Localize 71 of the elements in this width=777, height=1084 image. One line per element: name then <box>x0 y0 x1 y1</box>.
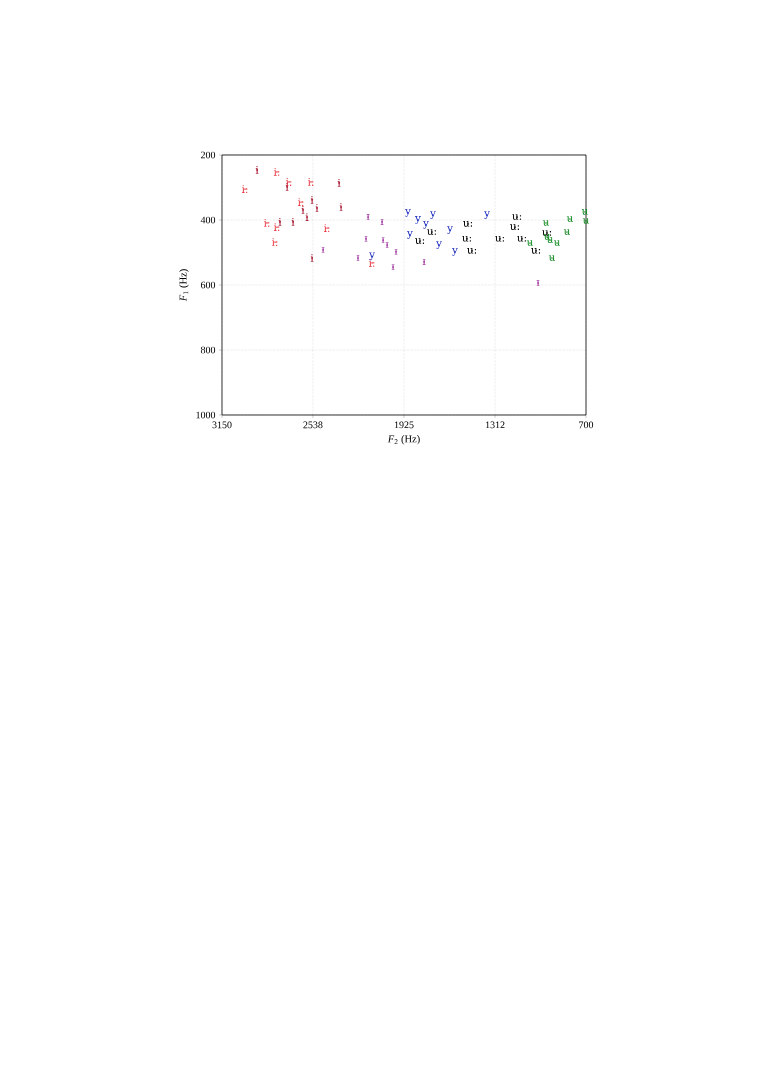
text: ɪ <box>385 242 389 248</box>
text: ɪ <box>356 255 360 261</box>
y-tick-label: 1000 <box>196 411 216 419</box>
text: u <box>548 255 555 261</box>
x-tick-label: 2538 <box>303 421 323 429</box>
text: u: <box>542 230 552 236</box>
text: y <box>414 216 421 224</box>
text: i <box>305 213 309 221</box>
text: i: <box>241 185 248 194</box>
text: y <box>484 211 490 219</box>
text: i: <box>307 178 314 186</box>
x-tick-label: 700 <box>579 421 594 429</box>
text: u <box>553 240 561 246</box>
text: i <box>255 166 259 174</box>
text: u: <box>415 238 425 244</box>
text: y <box>423 221 429 229</box>
text: i: <box>369 258 375 267</box>
text: u: <box>463 221 473 227</box>
text: u: <box>462 236 472 242</box>
text: y <box>406 231 413 239</box>
text: ɪ <box>366 214 370 220</box>
text: i: <box>271 238 278 247</box>
text: u: <box>517 236 527 242</box>
text: u: <box>512 214 522 220</box>
x-axis-title: F$_{2}$ (Hz) <box>387 435 420 445</box>
y-tick-label: 400 <box>200 216 216 224</box>
text: ɪ <box>536 280 540 286</box>
text: i: <box>273 223 280 232</box>
text: u <box>542 220 550 226</box>
x-tick-label: 1925 <box>394 421 414 429</box>
series-label: i: <box>263 219 270 227</box>
x-tick-label: 3150 <box>212 421 232 429</box>
series-label: i <box>315 204 319 212</box>
text: u <box>581 209 588 215</box>
text: u: <box>427 229 436 235</box>
text: u <box>566 216 573 222</box>
text: i <box>339 203 343 211</box>
text: y <box>451 247 458 256</box>
text: y <box>405 208 411 217</box>
text: y <box>436 241 442 249</box>
text: u: <box>531 248 541 254</box>
text: u: <box>495 236 505 242</box>
y-tick-label: 800 <box>200 346 216 354</box>
text: i <box>337 179 341 187</box>
text: i <box>301 206 305 214</box>
text: u: <box>467 248 477 254</box>
text: ɪ <box>391 264 395 270</box>
text: y <box>447 226 453 234</box>
text: ɪ <box>422 259 426 265</box>
y-tick-label: 200 <box>200 151 216 159</box>
text: ɪ <box>321 247 325 253</box>
text: i: <box>273 167 280 176</box>
text: ɪ <box>394 249 398 255</box>
text: i <box>278 218 282 226</box>
text: i <box>291 218 295 226</box>
text: ɪ <box>381 237 385 243</box>
series-label: u: <box>510 224 520 230</box>
text: u <box>582 218 589 224</box>
text: y <box>369 252 375 261</box>
y-tick-label: 600 <box>200 281 216 289</box>
series-label: y <box>429 211 436 219</box>
text: ɪ <box>380 219 384 225</box>
x-tick-label: 1312 <box>485 421 505 429</box>
text: i: <box>323 224 330 233</box>
text: u <box>526 240 533 246</box>
text: i: <box>297 198 304 207</box>
y-axis-title: F$_{1}$ (Hz) <box>179 269 189 302</box>
series-label: ɪ <box>364 236 368 242</box>
text: i <box>310 196 314 204</box>
text: u <box>563 229 570 235</box>
text: i <box>310 254 314 262</box>
